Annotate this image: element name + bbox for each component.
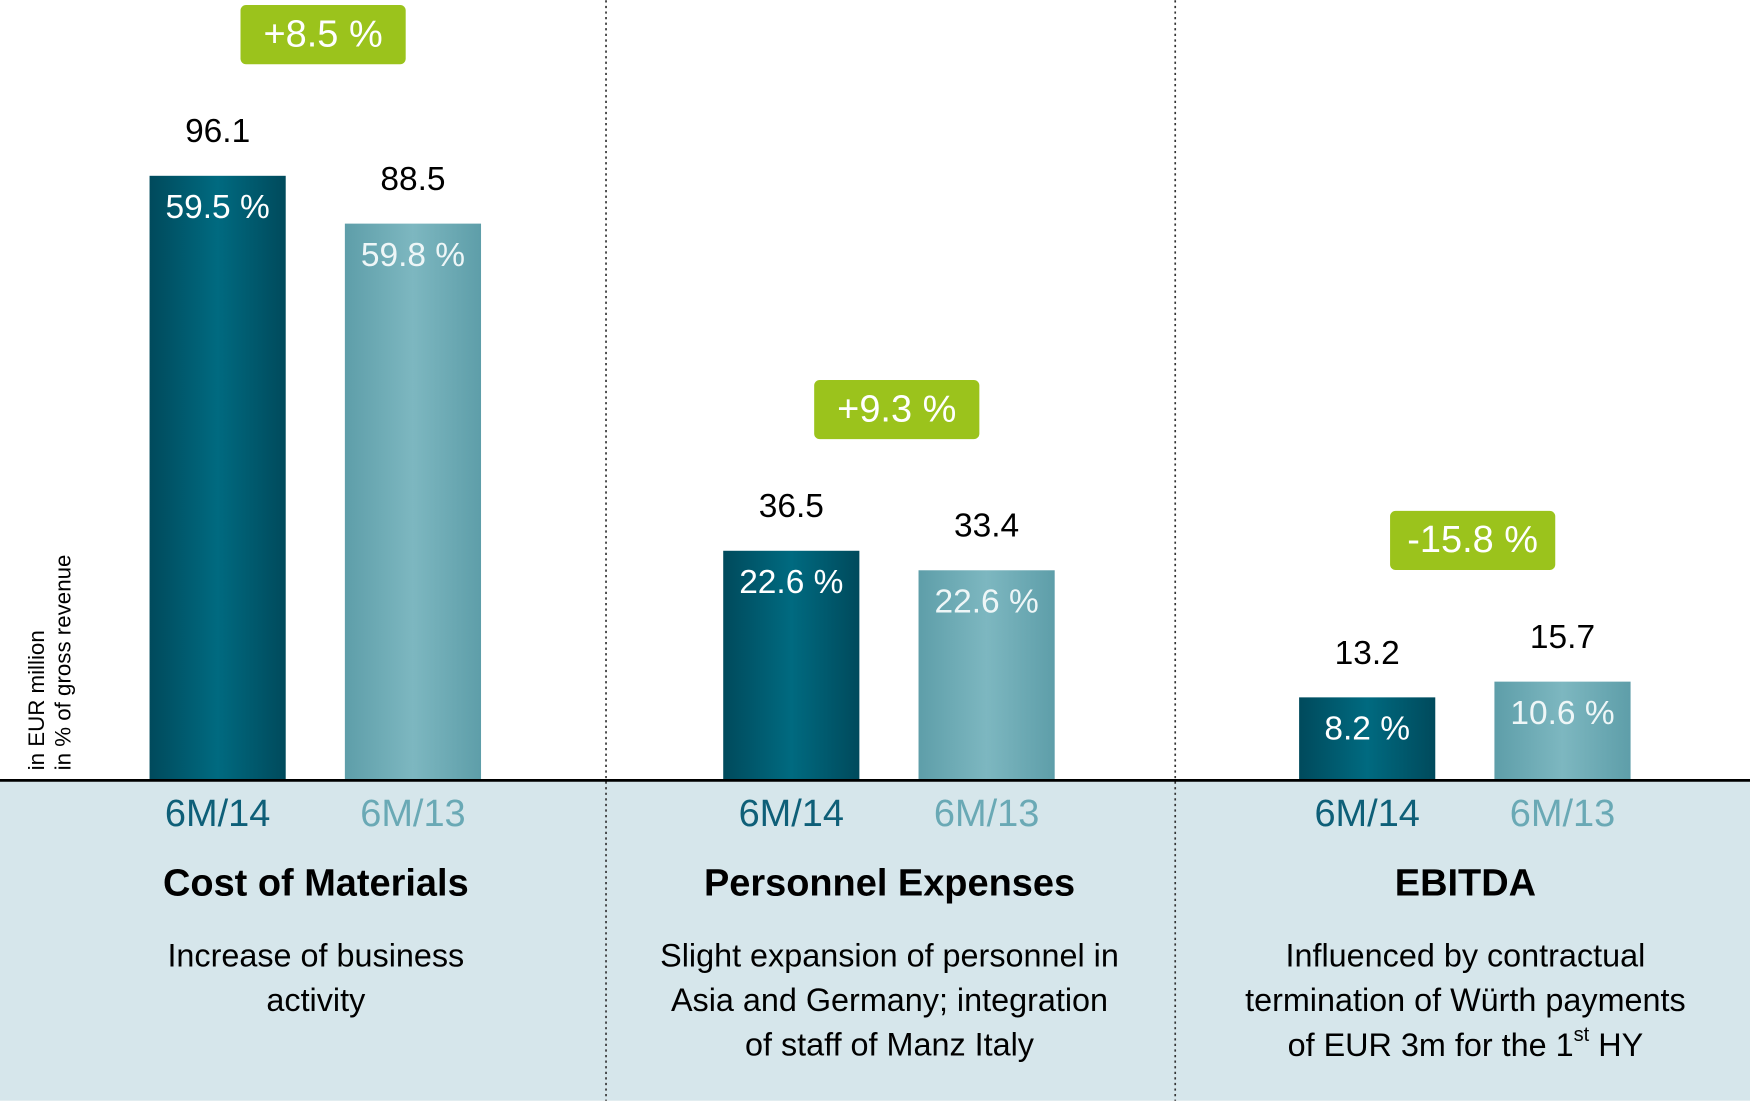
value-label: 15.7 xyxy=(1530,619,1595,656)
share-label: 59.5 % xyxy=(166,189,270,226)
value-label: 96.1 xyxy=(185,113,250,150)
value-label: 88.5 xyxy=(380,161,445,198)
change-label: -15.8 % xyxy=(1407,519,1538,561)
description-part: st xyxy=(1574,1024,1590,1046)
bar xyxy=(723,550,860,781)
legend-tick-label: 6M/13 xyxy=(1510,793,1615,835)
legend-tick-label: 6M/14 xyxy=(1314,793,1419,835)
legend-tick-label: 6M/14 xyxy=(739,793,844,835)
legend-tick-label: 6M/14 xyxy=(165,793,270,835)
value-label: 36.5 xyxy=(759,488,824,525)
change-badge xyxy=(240,5,406,65)
bar xyxy=(1494,681,1631,781)
share-label: 22.6 % xyxy=(739,564,843,601)
value-label: 33.4 xyxy=(954,508,1019,545)
description: Slight expansion of personnel in xyxy=(660,937,1119,973)
change-badge xyxy=(814,380,980,440)
axis-label: in EUR million xyxy=(24,630,49,770)
description: activity xyxy=(266,982,366,1018)
share-label: 59.8 % xyxy=(361,237,465,274)
category-title: Personnel Expenses xyxy=(704,862,1075,904)
value-label: 13.2 xyxy=(1335,635,1400,672)
change-badge xyxy=(1390,510,1556,571)
legend-tick-label: 6M/13 xyxy=(934,793,1039,835)
description: Influenced by contractual xyxy=(1286,937,1646,973)
bottom-panel xyxy=(0,781,1750,1101)
axis-label: in % of gross revenue xyxy=(51,555,76,771)
description: termination of Würth payments xyxy=(1245,982,1686,1018)
legend-tick-label: 6M/13 xyxy=(360,793,465,835)
description-part: HY xyxy=(1589,1027,1643,1063)
change-label: +8.5 % xyxy=(264,13,383,55)
bar xyxy=(149,175,286,781)
category-title: EBITDA xyxy=(1395,862,1536,904)
description: Asia and Germany; integration xyxy=(671,982,1108,1018)
description-part: of EUR 3m for the 1 xyxy=(1288,1027,1574,1063)
description: Increase of business xyxy=(167,937,464,973)
share-label: 22.6 % xyxy=(935,584,1039,621)
description: of staff of Manz Italy xyxy=(745,1027,1035,1063)
bar xyxy=(344,223,482,781)
description: of EUR 3m for the 1st HY xyxy=(1288,1024,1644,1062)
change-label: +9.3 % xyxy=(837,388,956,430)
share-label: 8.2 % xyxy=(1324,711,1410,748)
bar xyxy=(1299,697,1436,781)
share-label: 10.6 % xyxy=(1510,695,1614,732)
bar xyxy=(918,570,1055,781)
category-title: Cost of Materials xyxy=(163,862,469,904)
